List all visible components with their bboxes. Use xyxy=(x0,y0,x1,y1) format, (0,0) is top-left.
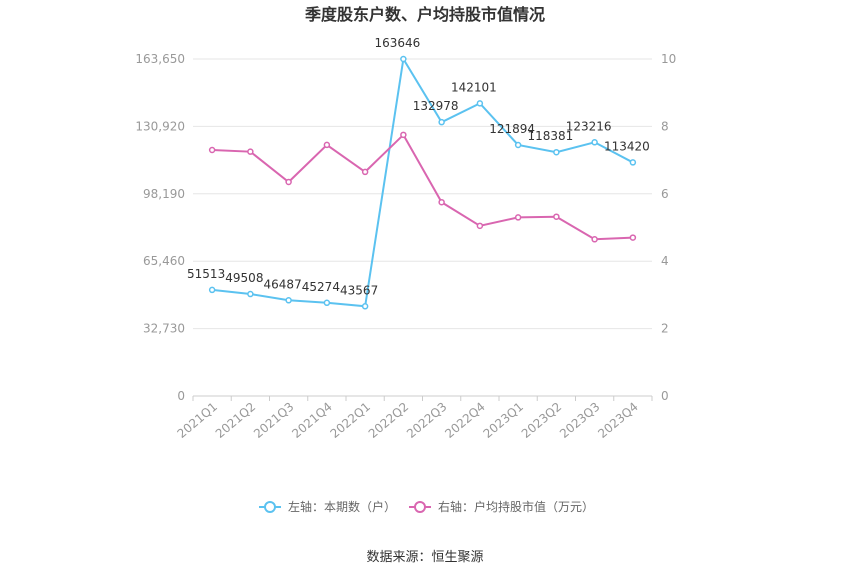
data-label: 121894 xyxy=(489,122,535,136)
left-axis-ticks: 0 32,730 65,460 98,190 130,920 163,650 xyxy=(135,52,185,403)
x-tick-label: 2022Q1 xyxy=(328,400,373,441)
series-1-point xyxy=(514,141,522,149)
data-label: 51513 xyxy=(187,267,225,281)
x-tick-label: 2023Q4 xyxy=(595,400,640,441)
data-label: 113420 xyxy=(604,139,650,153)
series-1-point xyxy=(323,299,331,307)
right-tick-label: 2 xyxy=(661,322,669,336)
data-label: 163646 xyxy=(374,36,420,50)
left-tick-label: 163,650 xyxy=(135,52,185,66)
data-label: 118381 xyxy=(527,129,573,143)
series-1-point xyxy=(553,148,560,156)
source-note: 数据来源：恒生聚源 xyxy=(366,550,484,565)
series-2-point xyxy=(591,236,598,243)
legend-marker-1 xyxy=(264,501,276,513)
series-2-point xyxy=(629,234,637,241)
grid xyxy=(192,58,653,401)
series-1-point xyxy=(591,139,598,146)
series-line-2 xyxy=(212,133,633,241)
x-tick-label: 2021Q4 xyxy=(289,400,334,441)
data-label: 43567 xyxy=(340,283,378,297)
chart-title: 季度股东户数、户均持股市值情况 xyxy=(304,5,545,24)
left-tick-label: 0 xyxy=(177,389,185,403)
series-1-point xyxy=(361,303,369,310)
series-1-point xyxy=(400,55,407,63)
legend[interactable]: 左轴：本期数（户） 右轴：户均持股市值（万元） xyxy=(259,499,594,514)
series-2-point xyxy=(323,141,331,149)
right-tick-label: 10 xyxy=(661,52,676,66)
data-label: 49508 xyxy=(225,271,263,285)
series-2-point xyxy=(361,168,369,176)
data-label: 46487 xyxy=(264,277,302,291)
series-1-point xyxy=(476,100,484,107)
series-2-point xyxy=(208,146,216,154)
series-2-point xyxy=(285,178,292,186)
series-1-point xyxy=(208,286,216,294)
left-tick-label: 98,190 xyxy=(143,187,185,201)
series-1-point xyxy=(629,159,637,166)
x-tick-label: 2022Q3 xyxy=(404,400,449,441)
x-tick-label: 2022Q4 xyxy=(442,400,487,441)
data-label: 123216 xyxy=(566,119,612,133)
series-2-point xyxy=(553,213,560,220)
x-tick-label: 2023Q2 xyxy=(519,400,564,441)
data-labels: 51513 49508 46487 45274 43567 163646 132978 142… xyxy=(187,36,650,297)
data-label: 45274 xyxy=(302,280,340,294)
series-2-point xyxy=(400,131,407,139)
left-tick-label: 65,460 xyxy=(143,254,185,268)
legend-label-2: 右轴：户均持股市值（万元） xyxy=(438,499,594,514)
data-label: 142101 xyxy=(451,80,497,94)
series-line-1 xyxy=(212,56,634,308)
data-label: 132978 xyxy=(413,99,459,113)
legend-label-1: 左轴：本期数（户） xyxy=(288,499,396,514)
right-axis-ticks: 0 2 4 6 8 10 xyxy=(661,52,676,403)
left-tick-label: 130,920 xyxy=(135,119,185,133)
series-2-point xyxy=(476,222,484,230)
right-tick-label: 0 xyxy=(661,389,669,403)
legend-marker-2 xyxy=(414,501,426,513)
series-2-point xyxy=(438,198,445,206)
x-tick-label: 2021Q2 xyxy=(213,400,258,441)
left-tick-label: 32,730 xyxy=(143,322,185,336)
x-tick-label: 2021Q1 xyxy=(175,400,220,441)
x-tick-label: 2023Q3 xyxy=(557,400,602,441)
series-lines xyxy=(212,56,634,308)
right-tick-label: 4 xyxy=(661,254,669,268)
x-tick-label: 2022Q2 xyxy=(366,400,411,441)
series-2-point xyxy=(514,214,522,221)
series-1-point xyxy=(285,297,292,304)
x-tick-label: 2023Q1 xyxy=(481,400,526,441)
series-1-point xyxy=(438,118,445,126)
x-tick-label: 2021Q3 xyxy=(251,400,296,441)
right-tick-label: 6 xyxy=(661,187,669,201)
series-1-point xyxy=(247,290,254,298)
series-points xyxy=(208,55,637,310)
right-tick-label: 8 xyxy=(661,119,669,133)
x-axis-ticks: 2021Q12021Q22021Q32021Q42022Q12022Q22022… xyxy=(175,400,641,441)
series-2-point xyxy=(247,148,254,155)
